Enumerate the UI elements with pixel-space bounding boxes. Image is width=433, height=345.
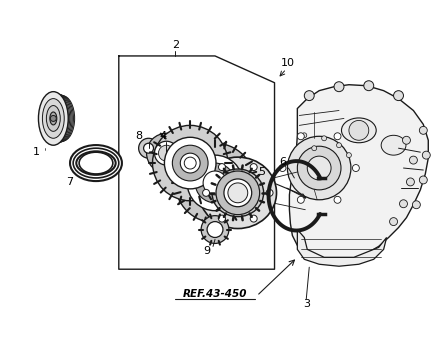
Polygon shape [297, 229, 387, 266]
Circle shape [158, 145, 174, 161]
Circle shape [139, 138, 158, 158]
Text: 5: 5 [258, 167, 265, 177]
Circle shape [175, 143, 255, 223]
Ellipse shape [39, 92, 68, 145]
Circle shape [152, 125, 228, 201]
Circle shape [207, 221, 223, 237]
Circle shape [195, 163, 235, 203]
Circle shape [304, 91, 314, 101]
Circle shape [307, 156, 331, 180]
Circle shape [219, 164, 226, 170]
Circle shape [184, 157, 196, 169]
Circle shape [146, 133, 186, 173]
Circle shape [279, 165, 286, 171]
Ellipse shape [43, 93, 70, 143]
Ellipse shape [381, 135, 406, 155]
Ellipse shape [48, 95, 74, 142]
Circle shape [297, 146, 341, 190]
Circle shape [403, 136, 410, 144]
Text: 4: 4 [160, 131, 167, 141]
Circle shape [312, 146, 317, 151]
Circle shape [155, 141, 178, 165]
Ellipse shape [50, 112, 57, 125]
Ellipse shape [46, 106, 60, 131]
Ellipse shape [45, 94, 71, 143]
Circle shape [334, 82, 344, 92]
Circle shape [224, 179, 252, 207]
Circle shape [172, 145, 208, 181]
Circle shape [228, 183, 248, 203]
Circle shape [334, 196, 341, 203]
Text: 8: 8 [135, 131, 142, 141]
Circle shape [336, 143, 342, 148]
Circle shape [419, 176, 427, 184]
Circle shape [394, 91, 404, 101]
Ellipse shape [212, 169, 264, 217]
Circle shape [216, 171, 260, 215]
Circle shape [266, 189, 273, 196]
Circle shape [288, 136, 351, 200]
Text: 2: 2 [172, 40, 179, 50]
Circle shape [334, 133, 341, 140]
Text: 6: 6 [279, 157, 286, 167]
Circle shape [422, 151, 430, 159]
Circle shape [144, 143, 154, 153]
Circle shape [390, 218, 397, 226]
Circle shape [302, 133, 307, 138]
Circle shape [322, 136, 326, 141]
Circle shape [349, 120, 369, 140]
Text: 3: 3 [303, 299, 310, 309]
Text: 10: 10 [281, 58, 294, 68]
Circle shape [412, 201, 420, 209]
Circle shape [364, 81, 374, 91]
Circle shape [250, 164, 257, 170]
Circle shape [407, 178, 414, 186]
Ellipse shape [199, 157, 277, 228]
Circle shape [297, 133, 304, 140]
Circle shape [419, 126, 427, 134]
Text: 9: 9 [204, 246, 210, 256]
Text: 1: 1 [33, 147, 40, 157]
Circle shape [297, 196, 304, 203]
Ellipse shape [46, 95, 72, 142]
Text: 7: 7 [66, 177, 73, 187]
Circle shape [400, 200, 407, 208]
Polygon shape [289, 85, 428, 262]
Ellipse shape [42, 99, 64, 138]
Circle shape [250, 215, 257, 222]
Text: REF.43-450: REF.43-450 [183, 289, 247, 299]
Circle shape [187, 155, 243, 211]
Circle shape [165, 137, 216, 189]
Circle shape [352, 165, 359, 171]
Circle shape [203, 189, 210, 196]
Ellipse shape [50, 96, 74, 141]
Circle shape [410, 156, 417, 164]
Circle shape [219, 215, 226, 222]
Circle shape [180, 153, 200, 173]
Circle shape [203, 171, 227, 195]
Ellipse shape [342, 118, 376, 143]
Circle shape [346, 152, 352, 158]
Circle shape [201, 216, 229, 244]
Ellipse shape [41, 93, 68, 144]
Circle shape [50, 116, 56, 121]
